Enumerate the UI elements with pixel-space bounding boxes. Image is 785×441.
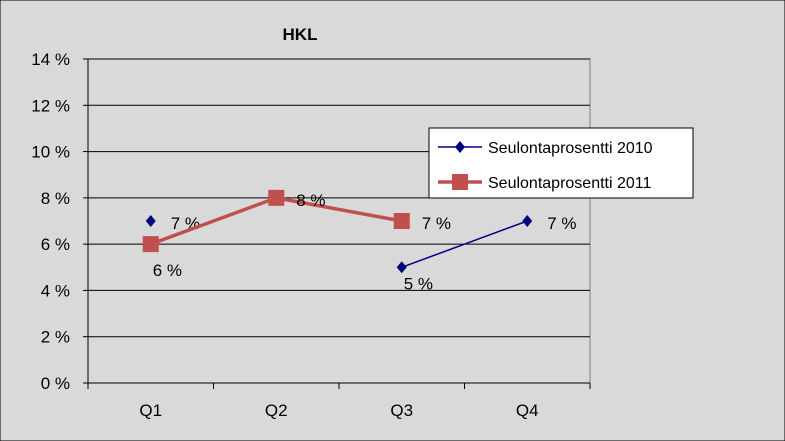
y-tick-label: 2 %: [41, 328, 70, 347]
chart-title: HKL: [283, 25, 318, 44]
x-tick-label: Q3: [390, 401, 413, 420]
gridlines: [88, 58, 590, 338]
y-tick-label: 4 %: [41, 281, 70, 300]
series-line: [275, 196, 403, 223]
plot-area: [87, 58, 591, 384]
x-tick-label: Q2: [265, 401, 288, 420]
x-axis: Q1 Q2 Q3 Q4: [87, 382, 591, 420]
series-2: 6 % 8 % 7 %: [142, 189, 451, 280]
y-tick-label: 0 %: [41, 374, 70, 393]
data-point: [455, 141, 465, 153]
data-label: 6 %: [153, 261, 182, 280]
x-tick-label: Q4: [516, 401, 539, 420]
data-point: [145, 215, 156, 227]
y-tick-label: 6 %: [41, 235, 70, 254]
series-layer: 7 %5 %7 %6 %8 %7 %: [142, 189, 577, 293]
data-point: [522, 215, 533, 227]
data-point: [452, 174, 468, 190]
legend-label: Seulontaprosentti 2010: [488, 140, 653, 157]
data-label: 7 %: [547, 214, 576, 233]
y-tick-label: 8 %: [41, 189, 70, 208]
data-label: 8 %: [296, 191, 325, 210]
data-point: [393, 213, 410, 229]
legend-box: [428, 127, 694, 199]
x-tick-label: Q1: [139, 401, 162, 420]
series-line: [150, 196, 277, 246]
y-axis: 0 % 2 % 4 % 6 % 8 % 10 % 12 % 14 %: [31, 50, 89, 393]
series-line: [401, 220, 528, 268]
y-tick-label: 14 %: [31, 50, 70, 69]
data-point: [142, 236, 159, 253]
data-point: [268, 189, 285, 206]
legend-label: Seulontaprosentti 2011: [488, 175, 651, 192]
data-point: [396, 261, 407, 274]
data-label: 7 %: [422, 214, 451, 233]
y-tick-label: 12 %: [31, 96, 70, 115]
legend: Seulontaprosentti 2010 Seulontaprosentti …: [428, 127, 694, 199]
data-label: 5 %: [404, 274, 433, 293]
y-tick-label: 10 %: [31, 143, 70, 162]
